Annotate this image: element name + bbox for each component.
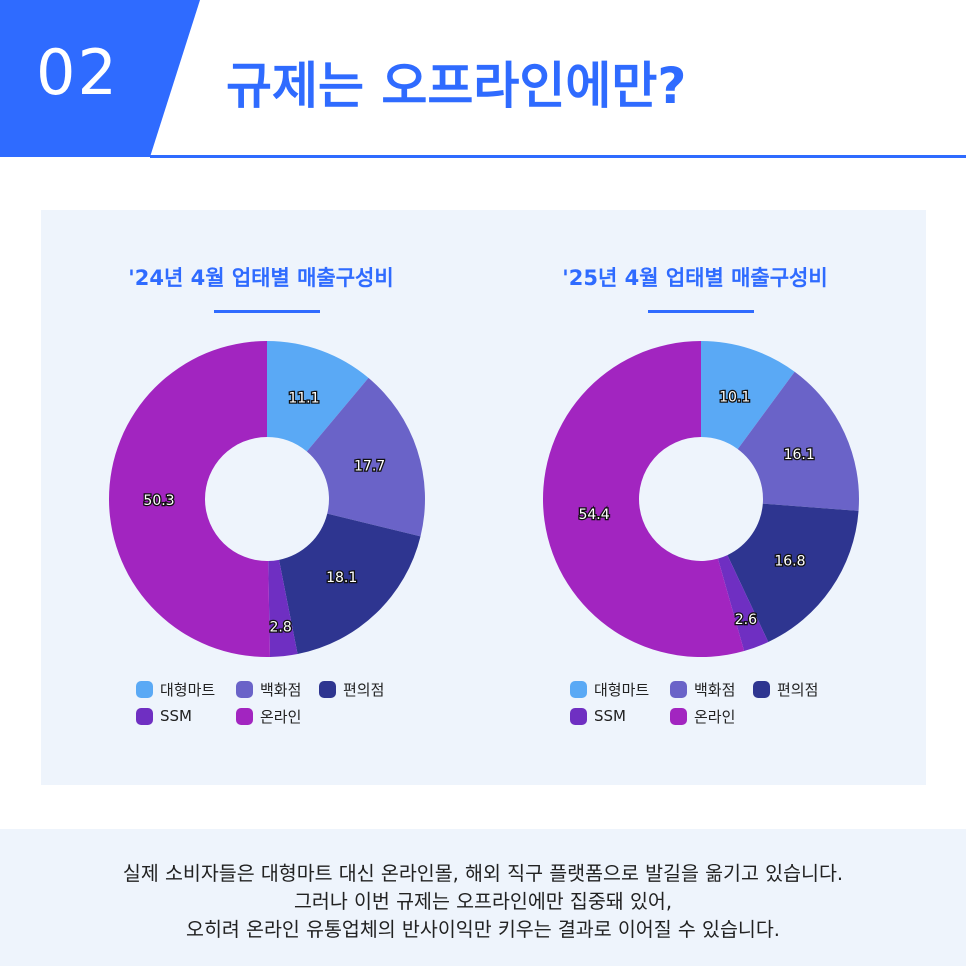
header: 02 규제는 오프라인에만? — [0, 0, 966, 160]
data-label-convenience-store: 18.1 — [326, 570, 357, 586]
legend-item-online: 온라인 — [670, 705, 735, 727]
legend-label: 편의점 — [343, 680, 385, 699]
legend-item-hypermarket: 대형마트 — [570, 678, 649, 700]
legend-label: 대형마트 — [594, 680, 650, 699]
slice-convenience-store — [727, 503, 859, 642]
page-title: 규제는 오프라인에만? — [226, 57, 687, 115]
slice-convenience-store — [279, 513, 421, 655]
header-underline — [150, 155, 966, 158]
legend-swatch — [236, 707, 253, 725]
legend-label: 백화점 — [260, 680, 302, 699]
data-label-department-store: 16.1 — [784, 447, 815, 463]
legend-label: SSM — [594, 707, 626, 725]
chart-2024: '24년 4월 업태별 매출구성비 11.1 17.7 18.1 2.8 50.3 대형… — [41, 210, 481, 785]
data-label-online: 50.3 — [143, 493, 174, 509]
data-label-hypermarket: 10.1 — [719, 389, 750, 405]
data-label-ssm: 2.6 — [735, 612, 757, 628]
slice-ssm — [268, 559, 298, 657]
legend-swatch — [570, 680, 587, 698]
data-label-department-store: 17.7 — [354, 458, 385, 474]
slice-department-store — [737, 371, 859, 511]
legend-item-ssm: SSM — [136, 705, 192, 727]
chart-title: '24년 4월 업태별 매출구성비 — [128, 266, 394, 290]
legend-swatch — [670, 680, 687, 698]
legend-item-convenience-store: 편의점 — [753, 678, 818, 700]
donut-chart: 10.1 16.1 16.8 2.6 54.4 — [543, 341, 859, 657]
legend-item-department-store: 백화점 — [236, 678, 301, 700]
legend-item-online: 온라인 — [236, 705, 301, 727]
slice-ssm — [717, 555, 769, 652]
summary-box: 실제 소비자들은 대형마트 대신 온라인몰, 해외 직구 플랫폼으로 발길을 옮… — [0, 829, 966, 966]
data-label-ssm: 2.8 — [270, 619, 292, 635]
summary-line-3: 오히려 온라인 유통업체의 반사이익만 키우는 결과로 이어질 수 있습니다. — [186, 918, 780, 941]
slice-hypermarket — [701, 341, 795, 450]
data-label-online: 54.4 — [578, 507, 609, 523]
legend-swatch — [753, 680, 770, 698]
section-number: 02 — [36, 36, 119, 109]
legend-label: 온라인 — [694, 707, 736, 726]
legend-swatch — [236, 680, 253, 698]
legend-item-hypermarket: 대형마트 — [136, 678, 215, 700]
slice-hypermarket — [267, 341, 369, 452]
legend-item-department-store: 백화점 — [670, 678, 735, 700]
legend-swatch — [136, 680, 153, 698]
chart-2025: '25년 4월 업태별 매출구성비 10.1 16.1 16.8 2.6 54.4 대형… — [475, 210, 915, 785]
slice-online — [543, 341, 745, 657]
data-label-hypermarket: 11.1 — [288, 391, 319, 407]
legend-item-ssm: SSM — [570, 705, 626, 727]
data-label-convenience-store: 16.8 — [774, 553, 805, 569]
chart-title-underline — [214, 310, 320, 313]
legend-label: 대형마트 — [160, 680, 216, 699]
legend-swatch — [136, 707, 153, 725]
summary-line-2: 그러나 이번 규제는 오프라인에만 집중돼 있어, — [293, 890, 673, 913]
chart-title: '25년 4월 업태별 매출구성비 — [562, 266, 828, 290]
chart-panel: '24년 4월 업태별 매출구성비 11.1 17.7 18.1 2.8 50.3 대형… — [41, 210, 926, 785]
slice-department-store — [306, 377, 426, 537]
slice-online — [108, 341, 270, 657]
legend-label: 온라인 — [260, 707, 302, 726]
legend-swatch — [319, 680, 336, 698]
legend-label: SSM — [160, 707, 192, 725]
summary-line-1: 실제 소비자들은 대형마트 대신 온라인몰, 해외 직구 플랫폼으로 발길을 옮… — [122, 862, 844, 885]
legend-label: 백화점 — [694, 680, 736, 699]
legend-swatch — [570, 707, 587, 725]
chart-title-underline — [648, 310, 754, 313]
legend-swatch — [670, 707, 687, 725]
legend-item-convenience-store: 편의점 — [319, 678, 384, 700]
legend-label: 편의점 — [777, 680, 819, 699]
donut-chart: 11.1 17.7 18.1 2.8 50.3 — [108, 341, 426, 657]
